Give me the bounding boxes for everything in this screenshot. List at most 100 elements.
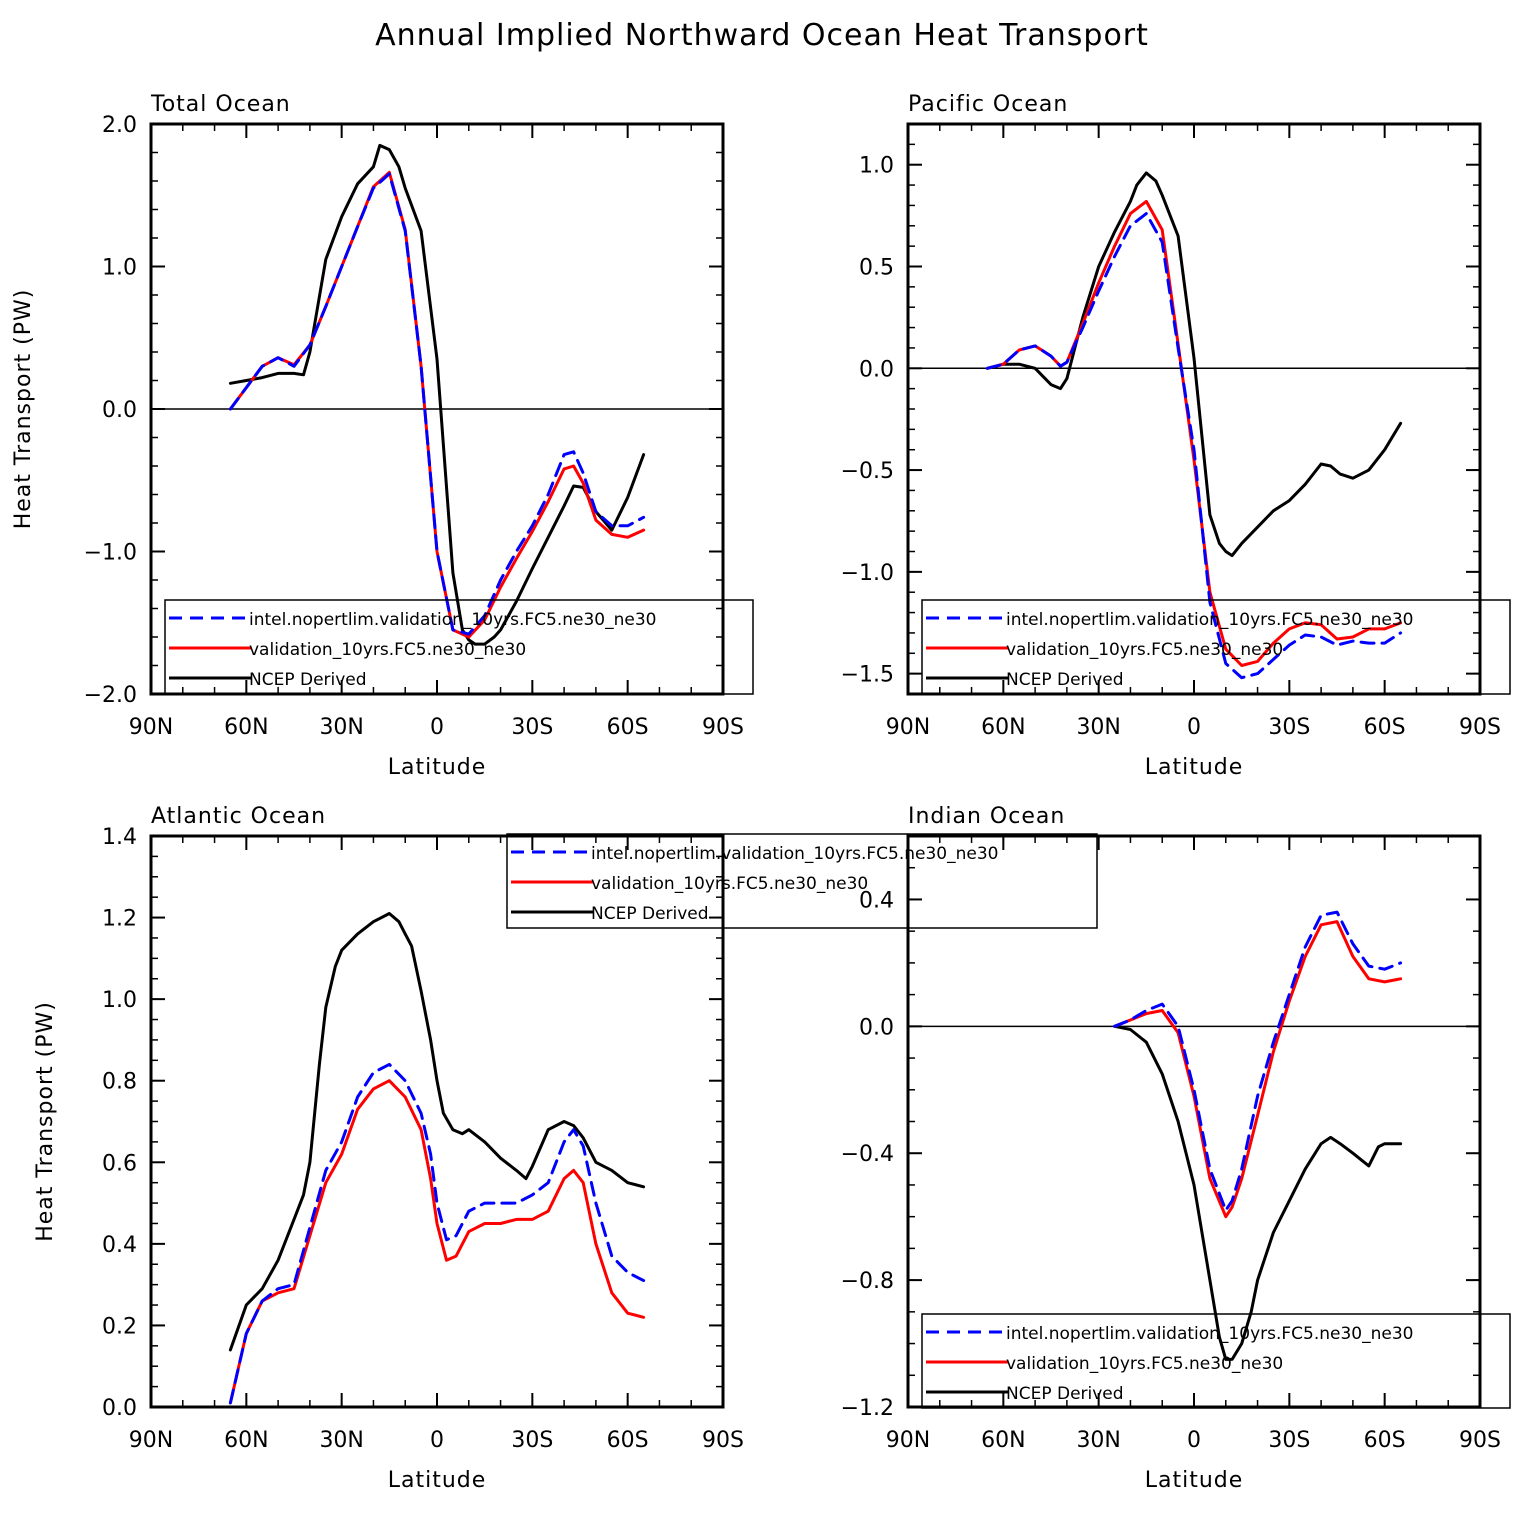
series-group bbox=[228, 143, 646, 646]
x-tick-label: 30N bbox=[1076, 715, 1120, 740]
figure-title: Annual Implied Northward Ocean Heat Tran… bbox=[375, 18, 1149, 53]
x-tick-label: 60N bbox=[981, 715, 1025, 740]
y-tick-label: 1.0 bbox=[102, 988, 137, 1013]
legend-box bbox=[921, 599, 1511, 695]
series-line-intel bbox=[985, 212, 1403, 680]
x-tick-label: 30S bbox=[511, 1428, 553, 1453]
legend-label: NCEP Derived bbox=[249, 670, 367, 690]
panel-pacific: Pacific Ocean −1.5 −1.0 −0.5 0.0 0.5 1.0 90N 60N… bbox=[841, 92, 1511, 780]
y-tick-label: 0.4 bbox=[859, 888, 894, 913]
y-axis-label: Heat Transport (PW) bbox=[11, 289, 36, 530]
legend: intel.nopertlim.validation_10yrs.FC5.ne3… bbox=[921, 1313, 1511, 1409]
x-tick-label: 30S bbox=[1268, 715, 1310, 740]
plot-frame bbox=[906, 834, 1482, 1409]
x-tick-label: 0 bbox=[430, 715, 444, 740]
x-tick-label: 90S bbox=[702, 1428, 744, 1453]
series-line-validation bbox=[228, 170, 646, 639]
x-tick-label: 90S bbox=[1459, 715, 1501, 740]
y-tick-label: −1.0 bbox=[841, 561, 894, 586]
y-tick-label: 2.0 bbox=[102, 113, 137, 138]
series-line-ncep bbox=[228, 143, 646, 646]
legend-label: intel.nopertlim.validation_10yrs.FC5.ne3… bbox=[591, 844, 998, 864]
series-group bbox=[228, 912, 646, 1405]
x-axis-label: Latitude bbox=[1145, 755, 1244, 780]
panel-title: Atlantic Ocean bbox=[151, 804, 326, 829]
legend-label: NCEP Derived bbox=[1006, 1384, 1124, 1404]
x-tick-label: 60S bbox=[607, 1428, 649, 1453]
x-tick-label: 30S bbox=[511, 715, 553, 740]
legend-box bbox=[164, 599, 754, 695]
x-tick-label: 90N bbox=[886, 715, 930, 740]
series-line-ncep bbox=[1113, 1024, 1403, 1361]
y-tick-label: −0.4 bbox=[841, 1142, 894, 1167]
y-tick-label: 0.0 bbox=[859, 1015, 894, 1040]
panel-atlantic: Atlantic Ocean 0.0 0.2 0.4 0.6 0.8 1.0 1.2 1.4 90… bbox=[33, 804, 1098, 1493]
y-tick-label: −1.2 bbox=[841, 1396, 894, 1421]
x-tick-label: 90S bbox=[702, 715, 744, 740]
x-tick-label: 60S bbox=[1364, 715, 1406, 740]
series-group bbox=[1113, 910, 1403, 1361]
legend-label: validation_10yrs.FC5.ne30_ne30 bbox=[1006, 1354, 1283, 1374]
x-tick-label: 30S bbox=[1268, 1428, 1310, 1453]
plot-frame bbox=[149, 834, 725, 1409]
x-tick-label: 30N bbox=[319, 715, 363, 740]
y-tick-label: −1.5 bbox=[841, 663, 894, 688]
panel-title: Pacific Ocean bbox=[908, 92, 1068, 117]
x-tick-label: 30N bbox=[319, 1428, 363, 1453]
series-line-ncep bbox=[985, 171, 1403, 558]
y-tick-label: 0.2 bbox=[102, 1314, 137, 1339]
y-tick-label: 0.8 bbox=[102, 1070, 137, 1095]
legend-label: validation_10yrs.FC5.ne30_ne30 bbox=[249, 640, 526, 660]
series-line-validation bbox=[1113, 920, 1403, 1219]
y-tick-label: −0.5 bbox=[841, 459, 894, 484]
panel-title: Total Ocean bbox=[150, 92, 291, 117]
x-tick-label: 0 bbox=[430, 1428, 444, 1453]
legend-label: validation_10yrs.FC5.ne30_ne30 bbox=[591, 874, 868, 894]
legend: intel.nopertlim.validation_10yrs.FC5.ne3… bbox=[164, 599, 754, 695]
y-tick-label: 1.0 bbox=[102, 256, 137, 281]
x-tick-label: 90N bbox=[886, 1428, 930, 1453]
legend-label: intel.nopertlim.validation_10yrs.FC5.ne3… bbox=[1006, 610, 1413, 630]
x-tick-label: 30N bbox=[1076, 1428, 1120, 1453]
legend-label: NCEP Derived bbox=[1006, 670, 1124, 690]
x-axis-label: Latitude bbox=[388, 1468, 487, 1493]
y-tick-label: −0.8 bbox=[841, 1269, 894, 1294]
legend-label: NCEP Derived bbox=[591, 904, 709, 924]
x-tick-label: 60S bbox=[607, 715, 649, 740]
panel-total: Total Ocean −2.0 −1.0 0.0 1.0 2.0 90N 60N 30N 0 30… bbox=[11, 92, 754, 780]
series-line-validation bbox=[228, 1079, 646, 1405]
x-tick-label: 90N bbox=[129, 715, 173, 740]
series-line-intel bbox=[228, 1062, 646, 1405]
y-tick-label: 1.2 bbox=[102, 907, 137, 932]
series-line-validation bbox=[985, 199, 1403, 667]
y-tick-label: 1.0 bbox=[859, 154, 894, 179]
x-tick-label: 0 bbox=[1187, 1428, 1201, 1453]
legend-label: intel.nopertlim.validation_10yrs.FC5.ne3… bbox=[1006, 1324, 1413, 1344]
x-tick-label: 0 bbox=[1187, 715, 1201, 740]
y-tick-label: −2.0 bbox=[84, 683, 137, 708]
y-tick-label: 0.0 bbox=[859, 357, 894, 382]
y-tick-label: 0.5 bbox=[859, 256, 894, 281]
series-group bbox=[985, 171, 1403, 680]
series-line-ncep bbox=[228, 912, 646, 1352]
panel-indian: Indian Ocean −1.2 −0.8 −0.4 0.0 0.4 90N 60N 30N 0… bbox=[841, 804, 1511, 1493]
x-tick-label: 60N bbox=[224, 715, 268, 740]
panel-title: Indian Ocean bbox=[908, 804, 1065, 829]
y-tick-label: 1.4 bbox=[102, 825, 137, 850]
y-tick-label: −1.0 bbox=[84, 541, 137, 566]
x-axis-label: Latitude bbox=[1145, 1468, 1244, 1493]
x-axis-label: Latitude bbox=[388, 755, 487, 780]
x-tick-label: 90N bbox=[129, 1428, 173, 1453]
legend: intel.nopertlim.validation_10yrs.FC5.ne3… bbox=[506, 833, 1098, 929]
series-line-intel bbox=[228, 172, 646, 636]
x-tick-label: 60N bbox=[224, 1428, 268, 1453]
x-tick-label: 60N bbox=[981, 1428, 1025, 1453]
y-axis-label: Heat Transport (PW) bbox=[33, 1001, 58, 1242]
legend-box bbox=[506, 833, 1098, 929]
x-tick-label: 90S bbox=[1459, 1428, 1501, 1453]
x-tick-label: 60S bbox=[1364, 1428, 1406, 1453]
legend-box bbox=[921, 1313, 1511, 1409]
y-tick-label: 0.0 bbox=[102, 1396, 137, 1421]
y-tick-label: 0.0 bbox=[102, 398, 137, 423]
